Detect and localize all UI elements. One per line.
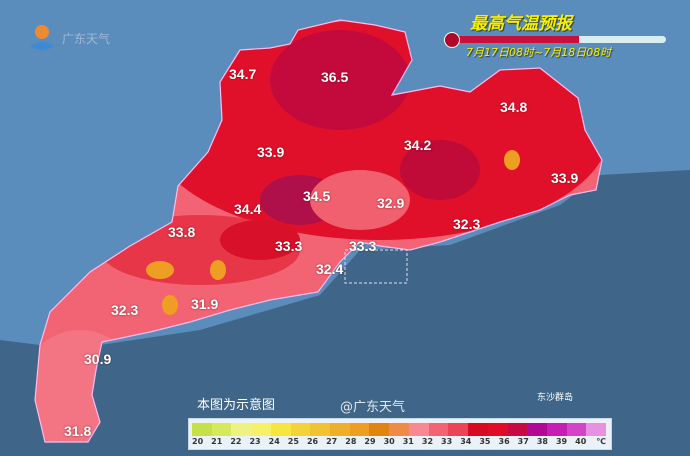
map-title: 最高气温预报: [470, 14, 572, 34]
city-temp: 32.3: [111, 302, 139, 318]
city-temp: 31.8: [64, 423, 92, 439]
city-temp: 32.4: [316, 261, 344, 277]
legend-tick: 38: [536, 437, 548, 446]
city-temp: 31.9: [191, 296, 219, 312]
time-progress-bar: [448, 36, 666, 43]
legend-tick: 30: [383, 437, 395, 446]
city-temp: 34.8: [500, 99, 528, 115]
legend-swatch: [448, 423, 469, 436]
city-temp: 33.8: [168, 224, 196, 240]
legend-tick: 40: [575, 437, 587, 446]
city-temp: 33.3: [349, 238, 377, 254]
city-temp: 34.5: [303, 188, 331, 204]
dongsha-islands-label: 东沙群岛: [537, 393, 574, 403]
legend-swatch: [468, 423, 488, 436]
legend-swatch: [270, 423, 291, 436]
legend-swatch: [369, 423, 390, 436]
legend-swatch: [546, 423, 567, 436]
legend-tick: 37: [517, 437, 529, 446]
legend-swatch: [586, 423, 607, 436]
legend-swatch: [211, 423, 232, 436]
schematic-note: 本图为示意图: [197, 398, 276, 413]
legend-tick: 35: [479, 437, 491, 446]
legend-swatch: [290, 423, 311, 436]
legend-swatch: [408, 423, 429, 436]
legend-tick: 27: [326, 437, 338, 446]
city-temp: 34.4: [234, 201, 262, 217]
legend-swatch: [330, 423, 350, 436]
legend-tick: 33: [441, 437, 453, 446]
watermark: @广东天气: [340, 400, 406, 415]
legend-tick: 29: [364, 437, 376, 446]
city-temp: 32.3: [453, 216, 481, 232]
progress-knob: [444, 32, 460, 48]
city-temp: 33.9: [257, 144, 285, 160]
forecast-period: 7月17日08时~7月18日08时: [466, 46, 612, 59]
legend-ticks: 20 21 22 23 24 25 26 27 28 29 30 31 32 33 34 35 36 37 38 39…: [192, 437, 606, 446]
logo-text: 广东天气: [62, 32, 111, 46]
legend-swatch: [251, 423, 271, 436]
city-temp: 36.5: [321, 69, 349, 85]
legend-tick: 23: [249, 437, 261, 446]
legend-tick: 26: [306, 437, 319, 446]
temperature-legend: 20 21 22 23 24 25 26 27 28 29 30 31 32 33 34 35 36 37 38 39…: [188, 418, 612, 450]
hk-macau-box: [344, 249, 408, 284]
legend-tick: 31: [402, 437, 414, 446]
city-temp: 30.9: [84, 351, 112, 367]
legend-swatch: [389, 423, 409, 436]
legend-swatch: [428, 423, 449, 436]
legend-tick: 36: [498, 437, 510, 446]
legend-swatch: [487, 423, 508, 436]
legend-swatch: [566, 423, 587, 436]
legend-swatch: [310, 423, 331, 436]
legend-swatch: [349, 423, 370, 436]
city-temp: 33.9: [551, 170, 579, 186]
legend-unit: ℃: [596, 437, 606, 446]
legend-tick: 25: [287, 437, 299, 446]
legend-tick: 34: [460, 437, 472, 446]
legend-swatches: [192, 423, 607, 436]
legend-swatch: [527, 423, 547, 436]
legend-swatch: [192, 423, 212, 436]
guangdong-weather-logo: [30, 25, 54, 50]
legend-swatch: [507, 423, 528, 436]
city-temp: 32.9: [377, 195, 405, 211]
time-progress-fill: [448, 36, 579, 43]
legend-tick: 39: [555, 437, 568, 446]
legend-swatch: [231, 423, 252, 436]
legend-tick: 28: [345, 437, 357, 446]
city-temp: 34.7: [229, 66, 257, 82]
legend-tick: 21: [211, 437, 223, 446]
legend-tick: 20: [192, 437, 204, 446]
city-temp: 33.3: [275, 238, 303, 254]
legend-tick: 22: [230, 437, 242, 446]
legend-tick: 24: [268, 437, 280, 446]
legend-tick: 32: [421, 437, 434, 446]
city-temp: 34.2: [404, 137, 432, 153]
